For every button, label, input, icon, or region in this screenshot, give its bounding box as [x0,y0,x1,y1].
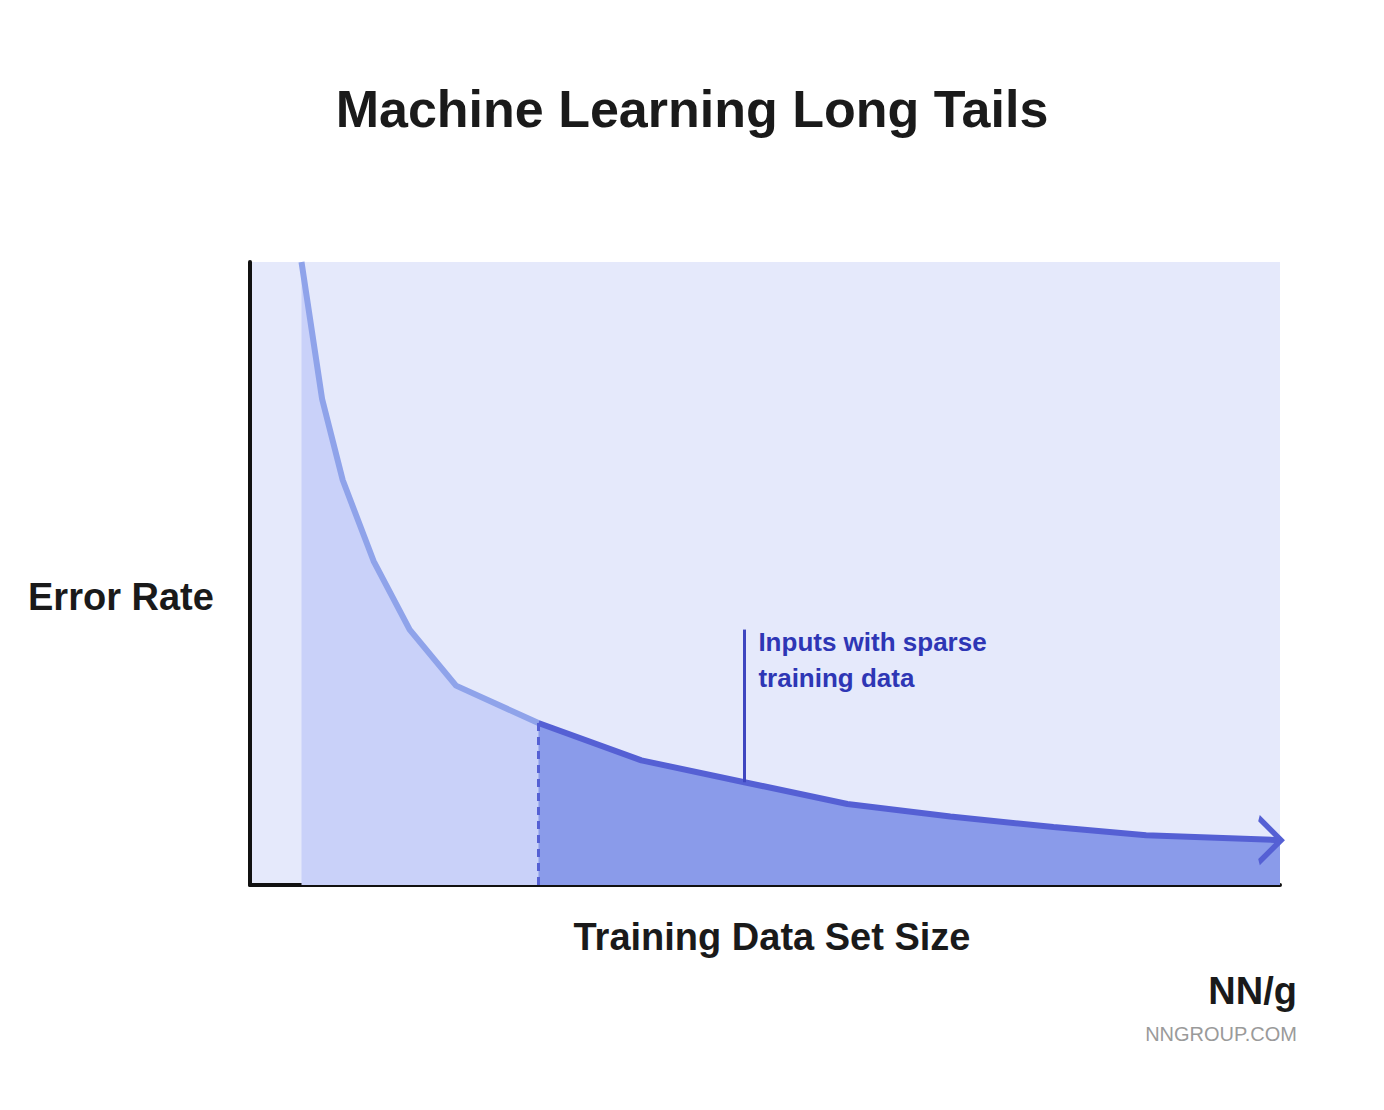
svg-text:training data: training data [758,663,915,693]
svg-text:Error Rate: Error Rate [28,576,214,618]
svg-text:NNGROUP.COM: NNGROUP.COM [1145,1023,1297,1045]
svg-text:NN/g: NN/g [1208,970,1297,1012]
svg-text:Inputs with sparse: Inputs with sparse [758,627,994,657]
svg-text:Machine Learning Long Tails: Machine Learning Long Tails [336,80,1049,138]
svg-text:Training Data Set Size: Training Data Set Size [574,916,971,958]
